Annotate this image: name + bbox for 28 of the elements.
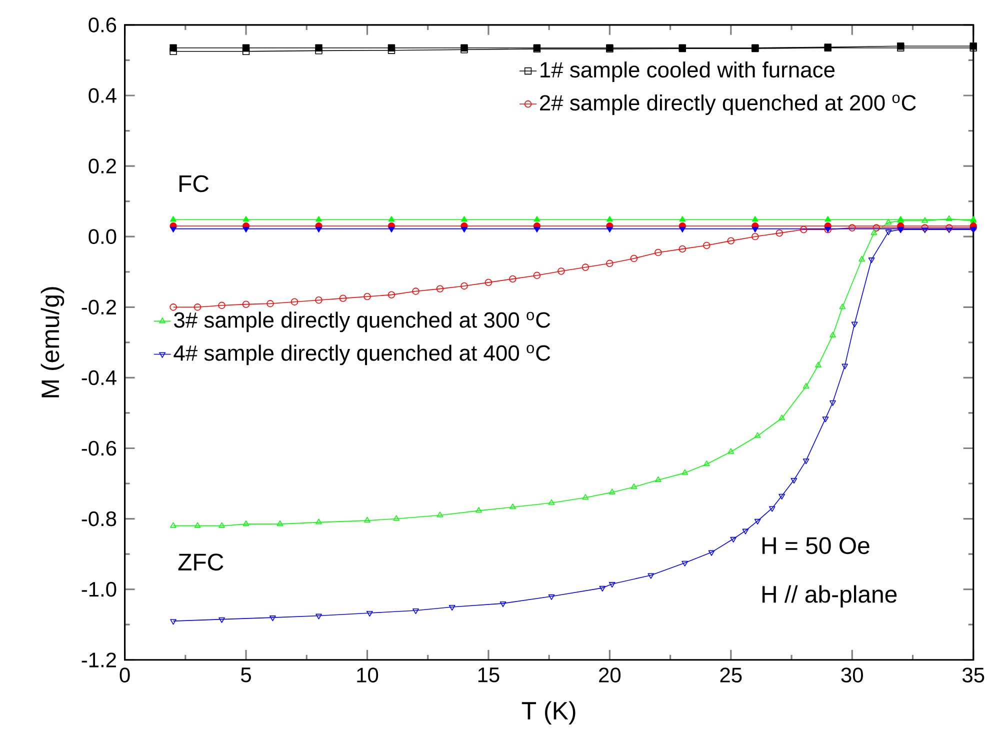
annotation: FC: [180, 175, 209, 192]
legend-label: 3# sample directly quenched at 300 $^{o}$C: [174, 312, 550, 332]
x-tick-label: 25: [720, 668, 742, 683]
legend-label: 4# sample directly quenched at 400 $^{o}$C: [174, 344, 550, 366]
y-tick-label: -0.4: [82, 370, 116, 386]
y-tick-label: 0.6: [88, 18, 116, 33]
x-tick-label: 30: [841, 668, 863, 683]
y-tick-label: -0.6: [82, 440, 116, 456]
y-tick-label: -0.8: [82, 512, 116, 526]
y-tick-label: 0.0: [88, 229, 116, 244]
y-axis-title: M (emu/g): [40, 287, 64, 398]
y-tick-label: -1.0: [82, 582, 116, 597]
x-tick-label: 35: [962, 668, 984, 683]
x-tick-label: 0: [120, 668, 130, 683]
annotation: H = 50 Oe: [762, 537, 870, 554]
annotation: ZFC: [178, 554, 224, 571]
legend-label: 2# sample directly quenched at 200 $^{o}$C: [540, 94, 916, 116]
y-tick-label: -0.2: [82, 300, 116, 315]
legend-label: 1# sample cooled with furnace: [540, 62, 835, 82]
x-tick-label: 20: [599, 668, 621, 683]
x-axis-title: T (K): [522, 701, 576, 725]
annotation: H // ab-plane: [762, 585, 897, 608]
x-tick-label: 5: [241, 668, 251, 682]
y-tick-label: -1.2: [82, 652, 116, 668]
y-tick-label: 0.4: [88, 88, 116, 104]
x-tick-label: 15: [478, 668, 500, 682]
x-tick-label: 10: [357, 668, 378, 683]
y-tick-label: 0.2: [88, 158, 116, 174]
